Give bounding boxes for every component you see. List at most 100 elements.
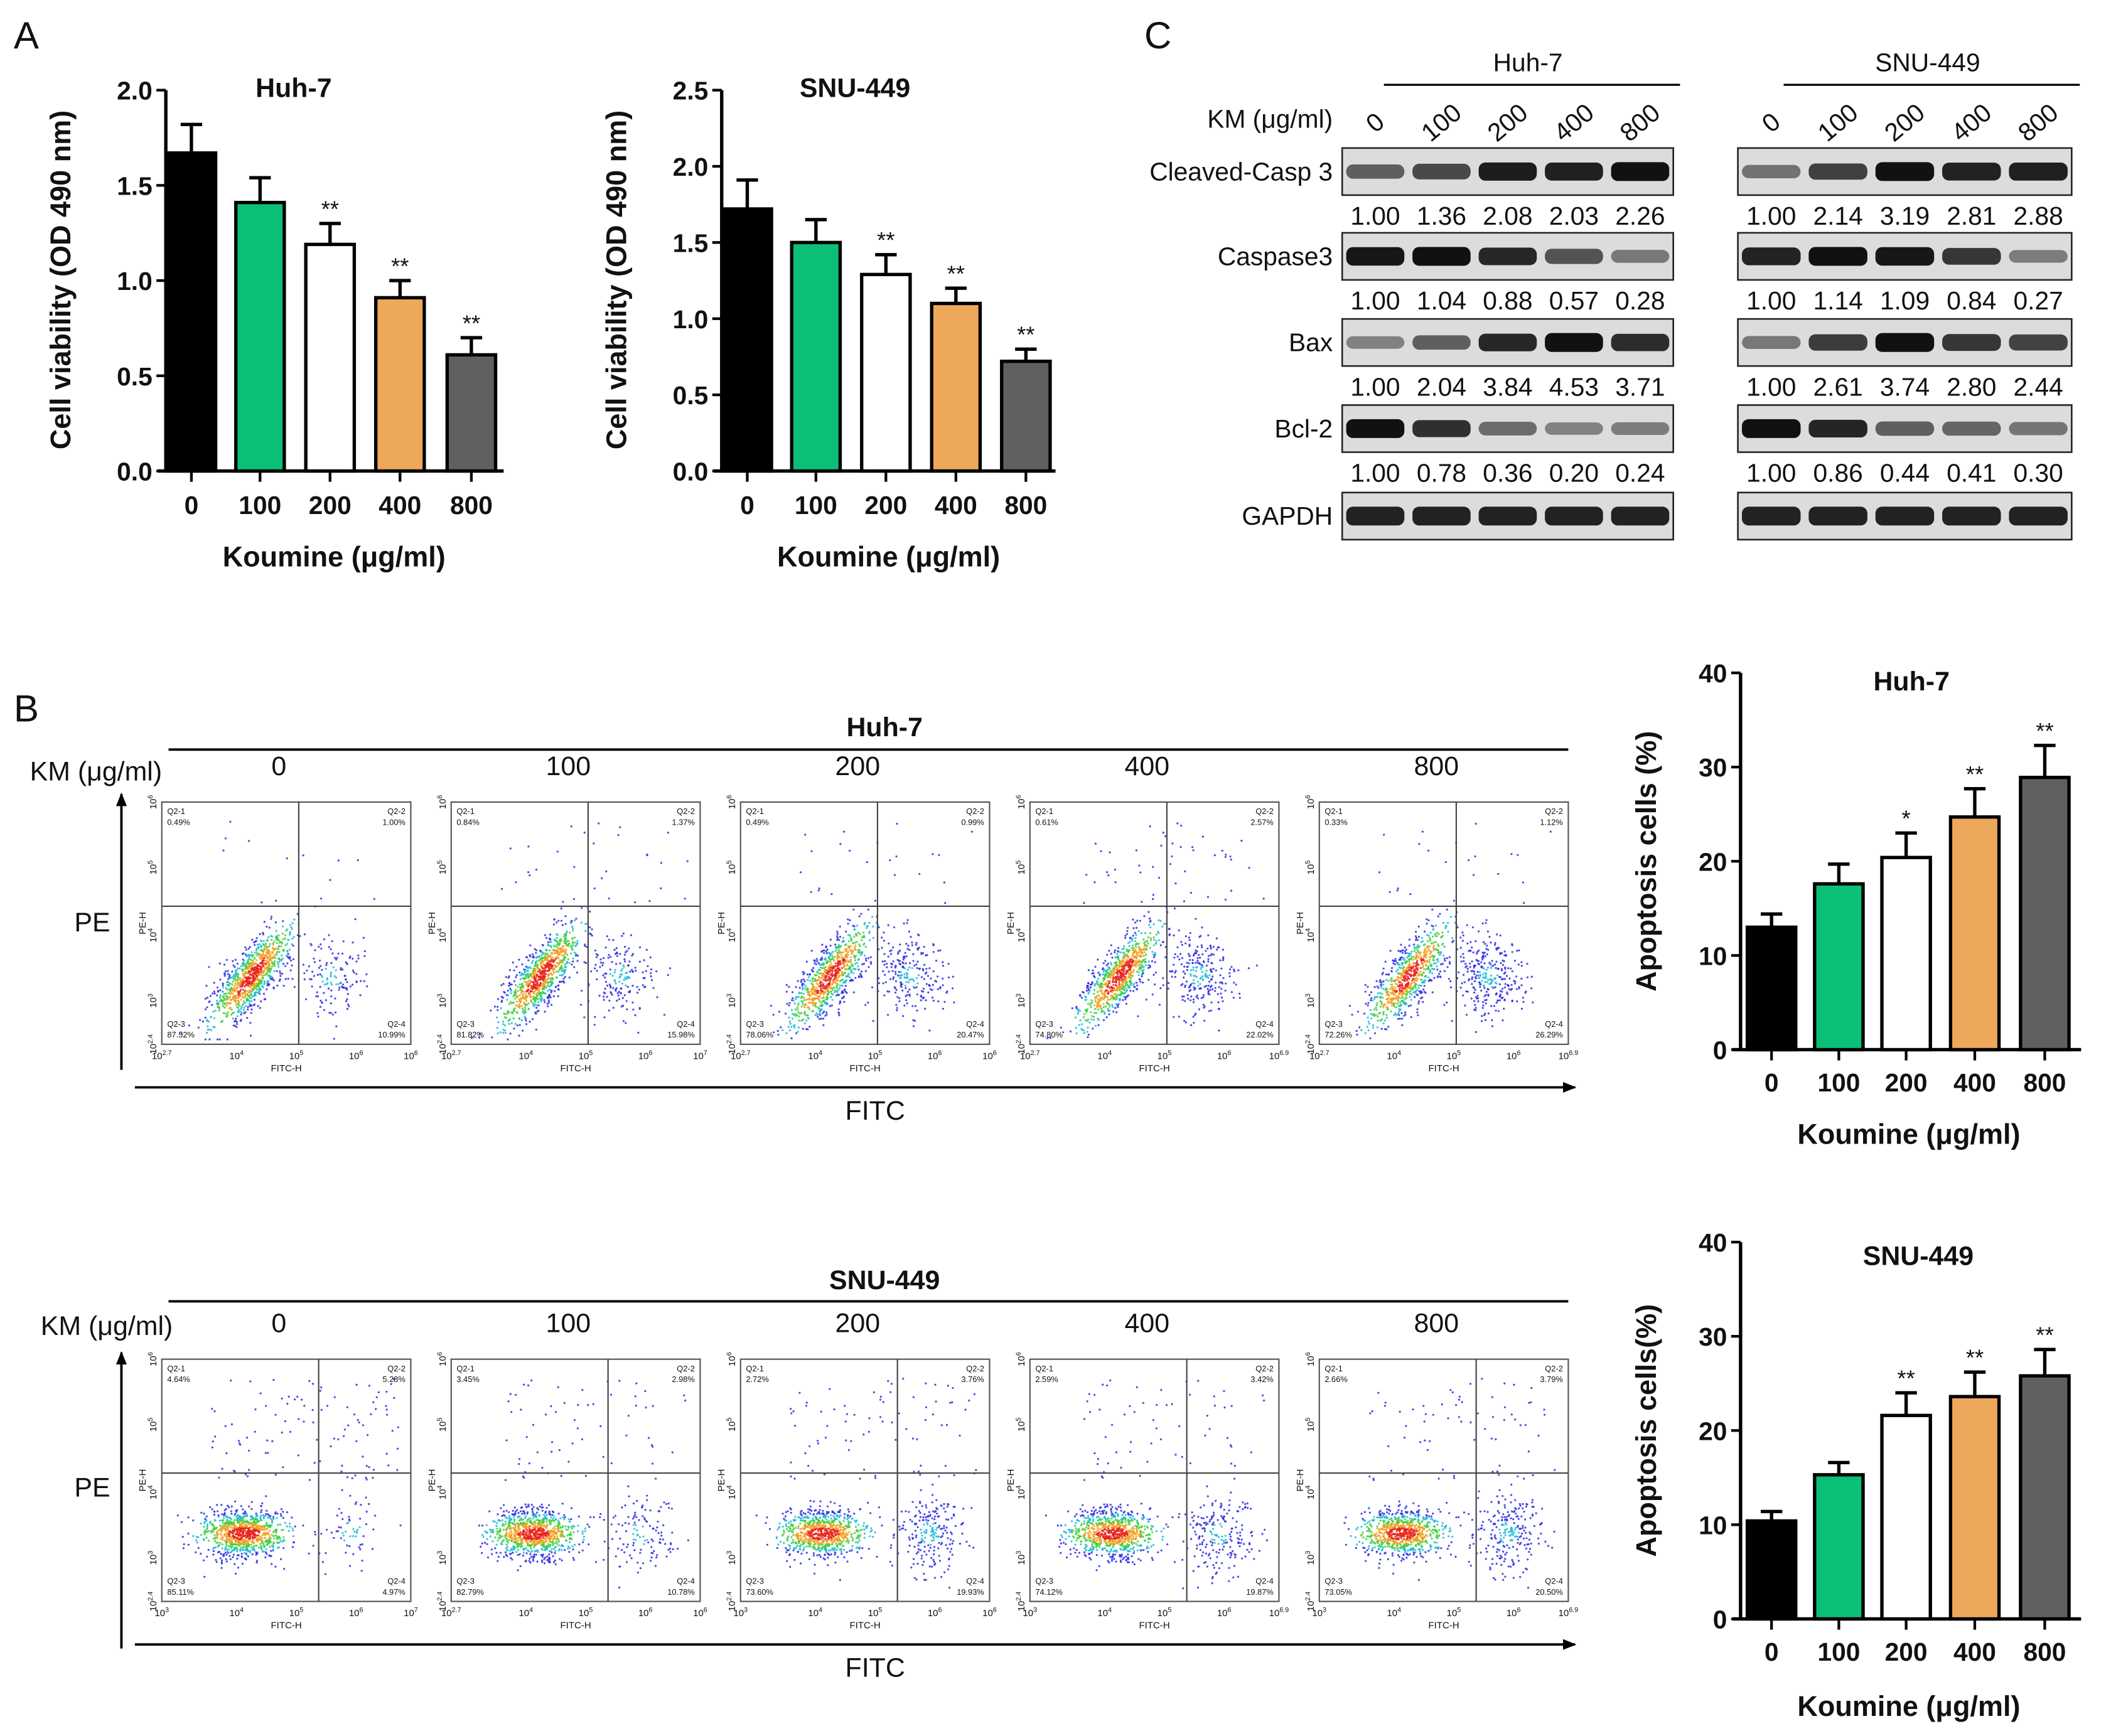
flow-event — [261, 949, 264, 951]
flow-event — [1097, 1002, 1099, 1005]
flow-event — [1094, 965, 1097, 968]
flow-event — [827, 973, 829, 976]
flow-event — [811, 988, 814, 990]
protein-band — [1346, 336, 1405, 349]
flow-event — [1136, 955, 1138, 958]
flow-event — [231, 1012, 234, 1014]
flow-event — [808, 973, 812, 975]
flow-event — [1136, 953, 1139, 956]
quadrant-name: Q2-1 — [746, 806, 764, 816]
flow-event — [861, 952, 863, 955]
flow-event — [1152, 894, 1154, 896]
flow-event — [497, 1021, 500, 1024]
flow-event — [1154, 983, 1156, 986]
flow-event — [250, 1004, 253, 1007]
flow-event — [837, 951, 840, 954]
flow-event — [1238, 997, 1241, 999]
flow-event — [614, 989, 617, 991]
flow-event — [255, 978, 258, 981]
flow-event — [1123, 962, 1125, 964]
flow-event — [496, 1016, 498, 1019]
flow-plot: Q2-10.61%Q2-22.57%Q2-374.80%Q2-422.02%10… — [1006, 795, 1289, 1074]
flow-event — [276, 948, 278, 950]
flow-event — [1109, 999, 1111, 1001]
band-quantification: 4.53 — [1549, 372, 1599, 401]
flow-event — [255, 969, 257, 972]
flow-event — [822, 964, 825, 967]
flow-event — [1097, 1024, 1100, 1026]
flow-event — [1221, 849, 1223, 852]
flow-event — [534, 1004, 537, 1006]
quadrant-name: Q2-3 — [1035, 1019, 1053, 1029]
flow-event — [1110, 963, 1113, 966]
flow-event — [868, 921, 871, 924]
y-tick-exponent: 2.4 — [436, 1034, 444, 1044]
flow-event — [212, 1010, 215, 1013]
flow-event — [1188, 962, 1190, 965]
flow-event — [520, 992, 522, 995]
flow-event — [1184, 870, 1186, 872]
flow-event — [1190, 975, 1192, 977]
flow-event — [506, 999, 508, 1001]
flow-event — [1135, 849, 1137, 852]
band-quantification: 0.86 — [1813, 459, 1862, 488]
flow-event — [1134, 940, 1137, 942]
flow-event — [847, 953, 849, 956]
flow-event — [331, 940, 333, 943]
flow-event — [332, 966, 335, 968]
y-tick-label: 0.5 — [673, 381, 709, 410]
flow-event — [544, 969, 547, 972]
flow-event — [608, 999, 611, 1002]
flow-event — [1087, 991, 1090, 994]
flow-event — [1097, 1008, 1099, 1010]
flow-event — [549, 941, 551, 943]
flow-event — [898, 962, 901, 965]
flow-event — [816, 960, 819, 962]
flow-event — [513, 1007, 517, 1010]
flow-event — [277, 934, 280, 936]
flow-event — [1192, 998, 1195, 1001]
flow-event — [1230, 965, 1233, 968]
flow-event — [206, 1020, 208, 1022]
flow-event — [804, 985, 807, 988]
flow-event — [1200, 977, 1203, 979]
x-tick-label: 104 — [229, 1049, 244, 1061]
flow-event — [834, 962, 837, 965]
flow-event — [269, 955, 271, 957]
flow-event — [222, 990, 224, 993]
flow-event — [1232, 968, 1235, 971]
flow-event — [258, 943, 261, 945]
flow-event — [833, 991, 836, 994]
flow-event — [612, 939, 615, 941]
flow-event — [239, 985, 242, 988]
quadrant-percentage: 15.98% — [667, 1030, 695, 1039]
flow-event — [289, 924, 291, 926]
flow-event — [1118, 983, 1120, 986]
flow-event — [1179, 824, 1183, 827]
flow-event — [1158, 939, 1160, 941]
flow-event — [867, 957, 869, 960]
x-tick-label: 105 — [289, 1049, 304, 1061]
flow-event — [232, 960, 234, 962]
flow-event — [560, 919, 562, 922]
flow-event — [1115, 980, 1117, 983]
flow-event — [527, 959, 530, 962]
flow-event — [227, 978, 230, 980]
flow-event — [900, 981, 902, 983]
flow-event — [529, 990, 532, 993]
flow-event — [1079, 995, 1082, 997]
flow-event — [277, 948, 280, 950]
bar-100 — [1813, 882, 1865, 1052]
flow-event — [536, 1010, 539, 1013]
flow-event — [1142, 955, 1145, 957]
flow-event — [1134, 931, 1136, 935]
flow-event — [208, 1020, 210, 1023]
flow-event — [822, 987, 824, 989]
flow-event — [858, 915, 861, 918]
flow-event — [603, 999, 605, 1001]
flow-event — [927, 991, 930, 994]
flow-event — [575, 944, 577, 946]
flow-event — [533, 992, 535, 995]
flow-event — [858, 951, 861, 955]
quadrant-percentage: 20.47% — [957, 1030, 984, 1039]
